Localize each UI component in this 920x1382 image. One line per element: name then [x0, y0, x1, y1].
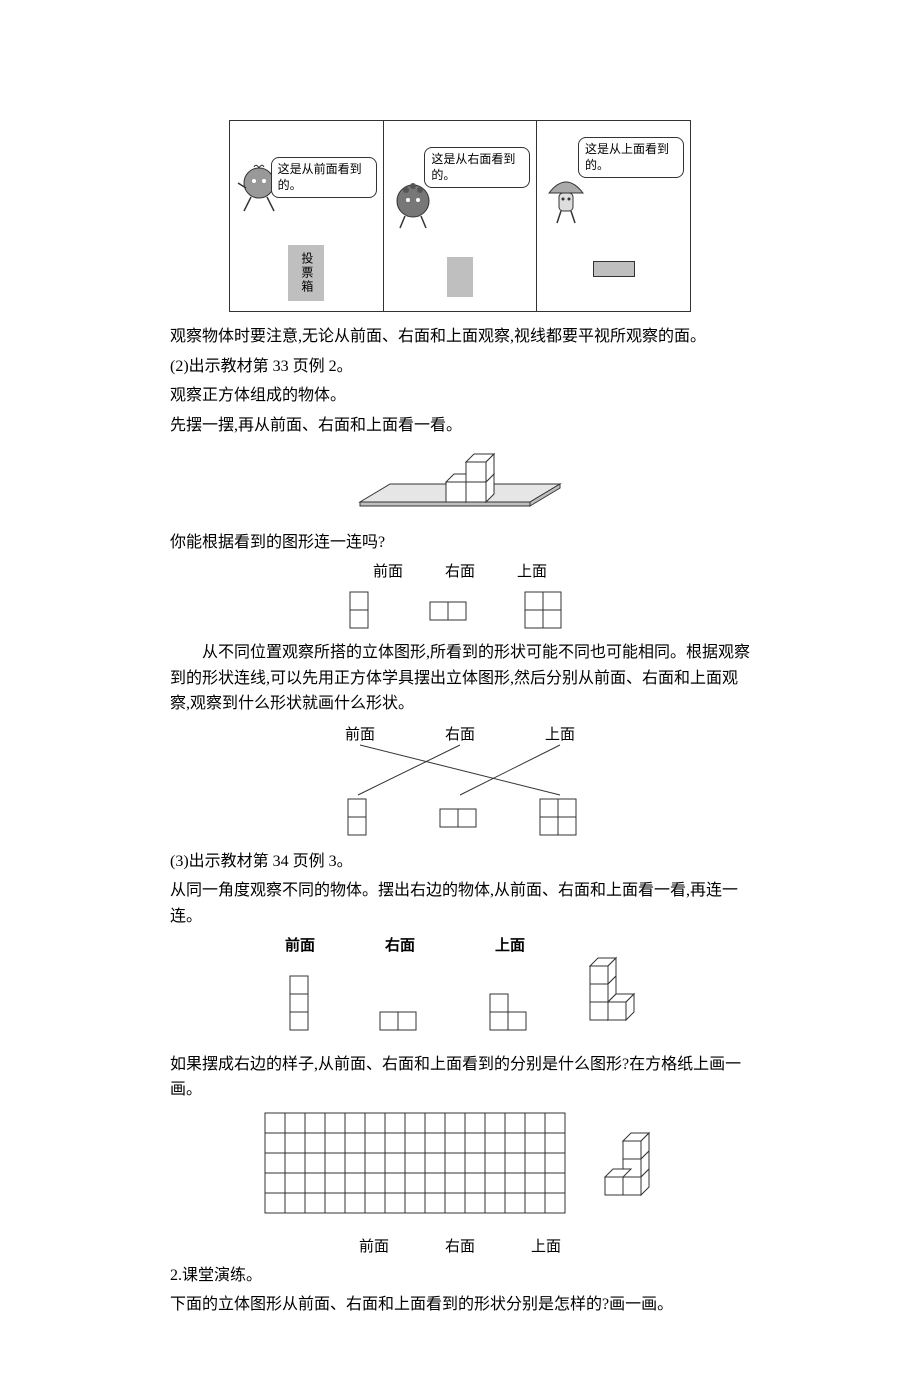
- character-berry: [390, 176, 436, 230]
- bubble-top: 这是从上面看到的。: [578, 137, 684, 178]
- ex3-label-right: 右面: [385, 936, 415, 954]
- label-top: 上面: [517, 560, 547, 584]
- match-label-front: 前面: [345, 726, 375, 743]
- bubble-front-text: 这是从前面看到的。: [278, 162, 362, 192]
- ex3-title: (3)出示教材第 34 页例 3。: [170, 849, 750, 875]
- practice-q: 下面的立体图形从前面、右面和上面看到的形状分别是怎样的?画一画。: [170, 1292, 750, 1318]
- panel-right: 这是从右面看到的。: [384, 121, 538, 311]
- three-view-panels: 这是从前面看到的。 投票箱 这是从右面看到的。: [229, 120, 691, 312]
- ex3-instr: 从同一角度观察不同的物体。摆出右边的物体,从前面、右面和上面看一看,再连一连。: [170, 878, 750, 929]
- practice-title: 2.课堂演练。: [170, 1263, 750, 1289]
- connect-question: 你能根据看到的图形连一连吗?: [170, 530, 750, 556]
- three-shapes-1: [330, 590, 590, 634]
- match-label-top: 上面: [545, 726, 575, 743]
- ex2-title: (2)出示教材第 33 页例 2。: [170, 354, 750, 380]
- matching-diagram: 前面 右面 上面: [310, 723, 610, 843]
- grid-label-front: 前面: [359, 1235, 389, 1259]
- panel-top: 这是从上面看到的。: [537, 121, 690, 311]
- grid-label-top: 上面: [531, 1235, 561, 1259]
- grid-paper: [265, 1113, 565, 1213]
- note-observe: 观察物体时要注意,无论从前面、右面和上面观察,视线都要平视所观察的面。: [170, 324, 750, 350]
- label-front: 前面: [373, 560, 403, 584]
- cubes-on-plane: [350, 444, 570, 524]
- label-right: 右面: [445, 560, 475, 584]
- grid-label-right: 右面: [445, 1235, 475, 1259]
- view-labels-1: 前面 右面 上面: [170, 560, 750, 584]
- explain-para: 从不同位置观察所搭的立体图形,所看到的形状可能不同也可能相同。根据观察到的形状连…: [170, 640, 750, 717]
- top-view-rect: [593, 261, 635, 277]
- ex3-row: 前面 右面 上面: [250, 936, 670, 1046]
- match-label-right: 右面: [445, 726, 475, 743]
- voting-box: 投票箱: [288, 245, 324, 301]
- bubble-top-text: 这是从上面看到的。: [585, 142, 669, 172]
- ex2-instr: 先摆一摆,再从前面、右面和上面看一看。: [170, 413, 750, 439]
- right-view-rect: [447, 257, 473, 297]
- ex3-label-top: 上面: [495, 937, 525, 954]
- ex2-sub: 观察正方体组成的物体。: [170, 383, 750, 409]
- ex3-label-front: 前面: [285, 936, 315, 954]
- ex3-q2: 如果摆成右边的样子,从前面、右面和上面看到的分别是什么图形?在方格纸上画一画。: [170, 1052, 750, 1103]
- character-mushroom: [543, 171, 589, 225]
- voting-box-label: 投票箱: [297, 252, 316, 294]
- panel-front: 这是从前面看到的。 投票箱: [230, 121, 384, 311]
- grid-labels: 前面 右面 上面: [170, 1235, 750, 1259]
- bubble-right: 这是从右面看到的。: [424, 147, 530, 188]
- grid-and-object: [245, 1109, 675, 1229]
- bubble-front: 这是从前面看到的。: [271, 157, 377, 198]
- bubble-right-text: 这是从右面看到的。: [431, 152, 515, 182]
